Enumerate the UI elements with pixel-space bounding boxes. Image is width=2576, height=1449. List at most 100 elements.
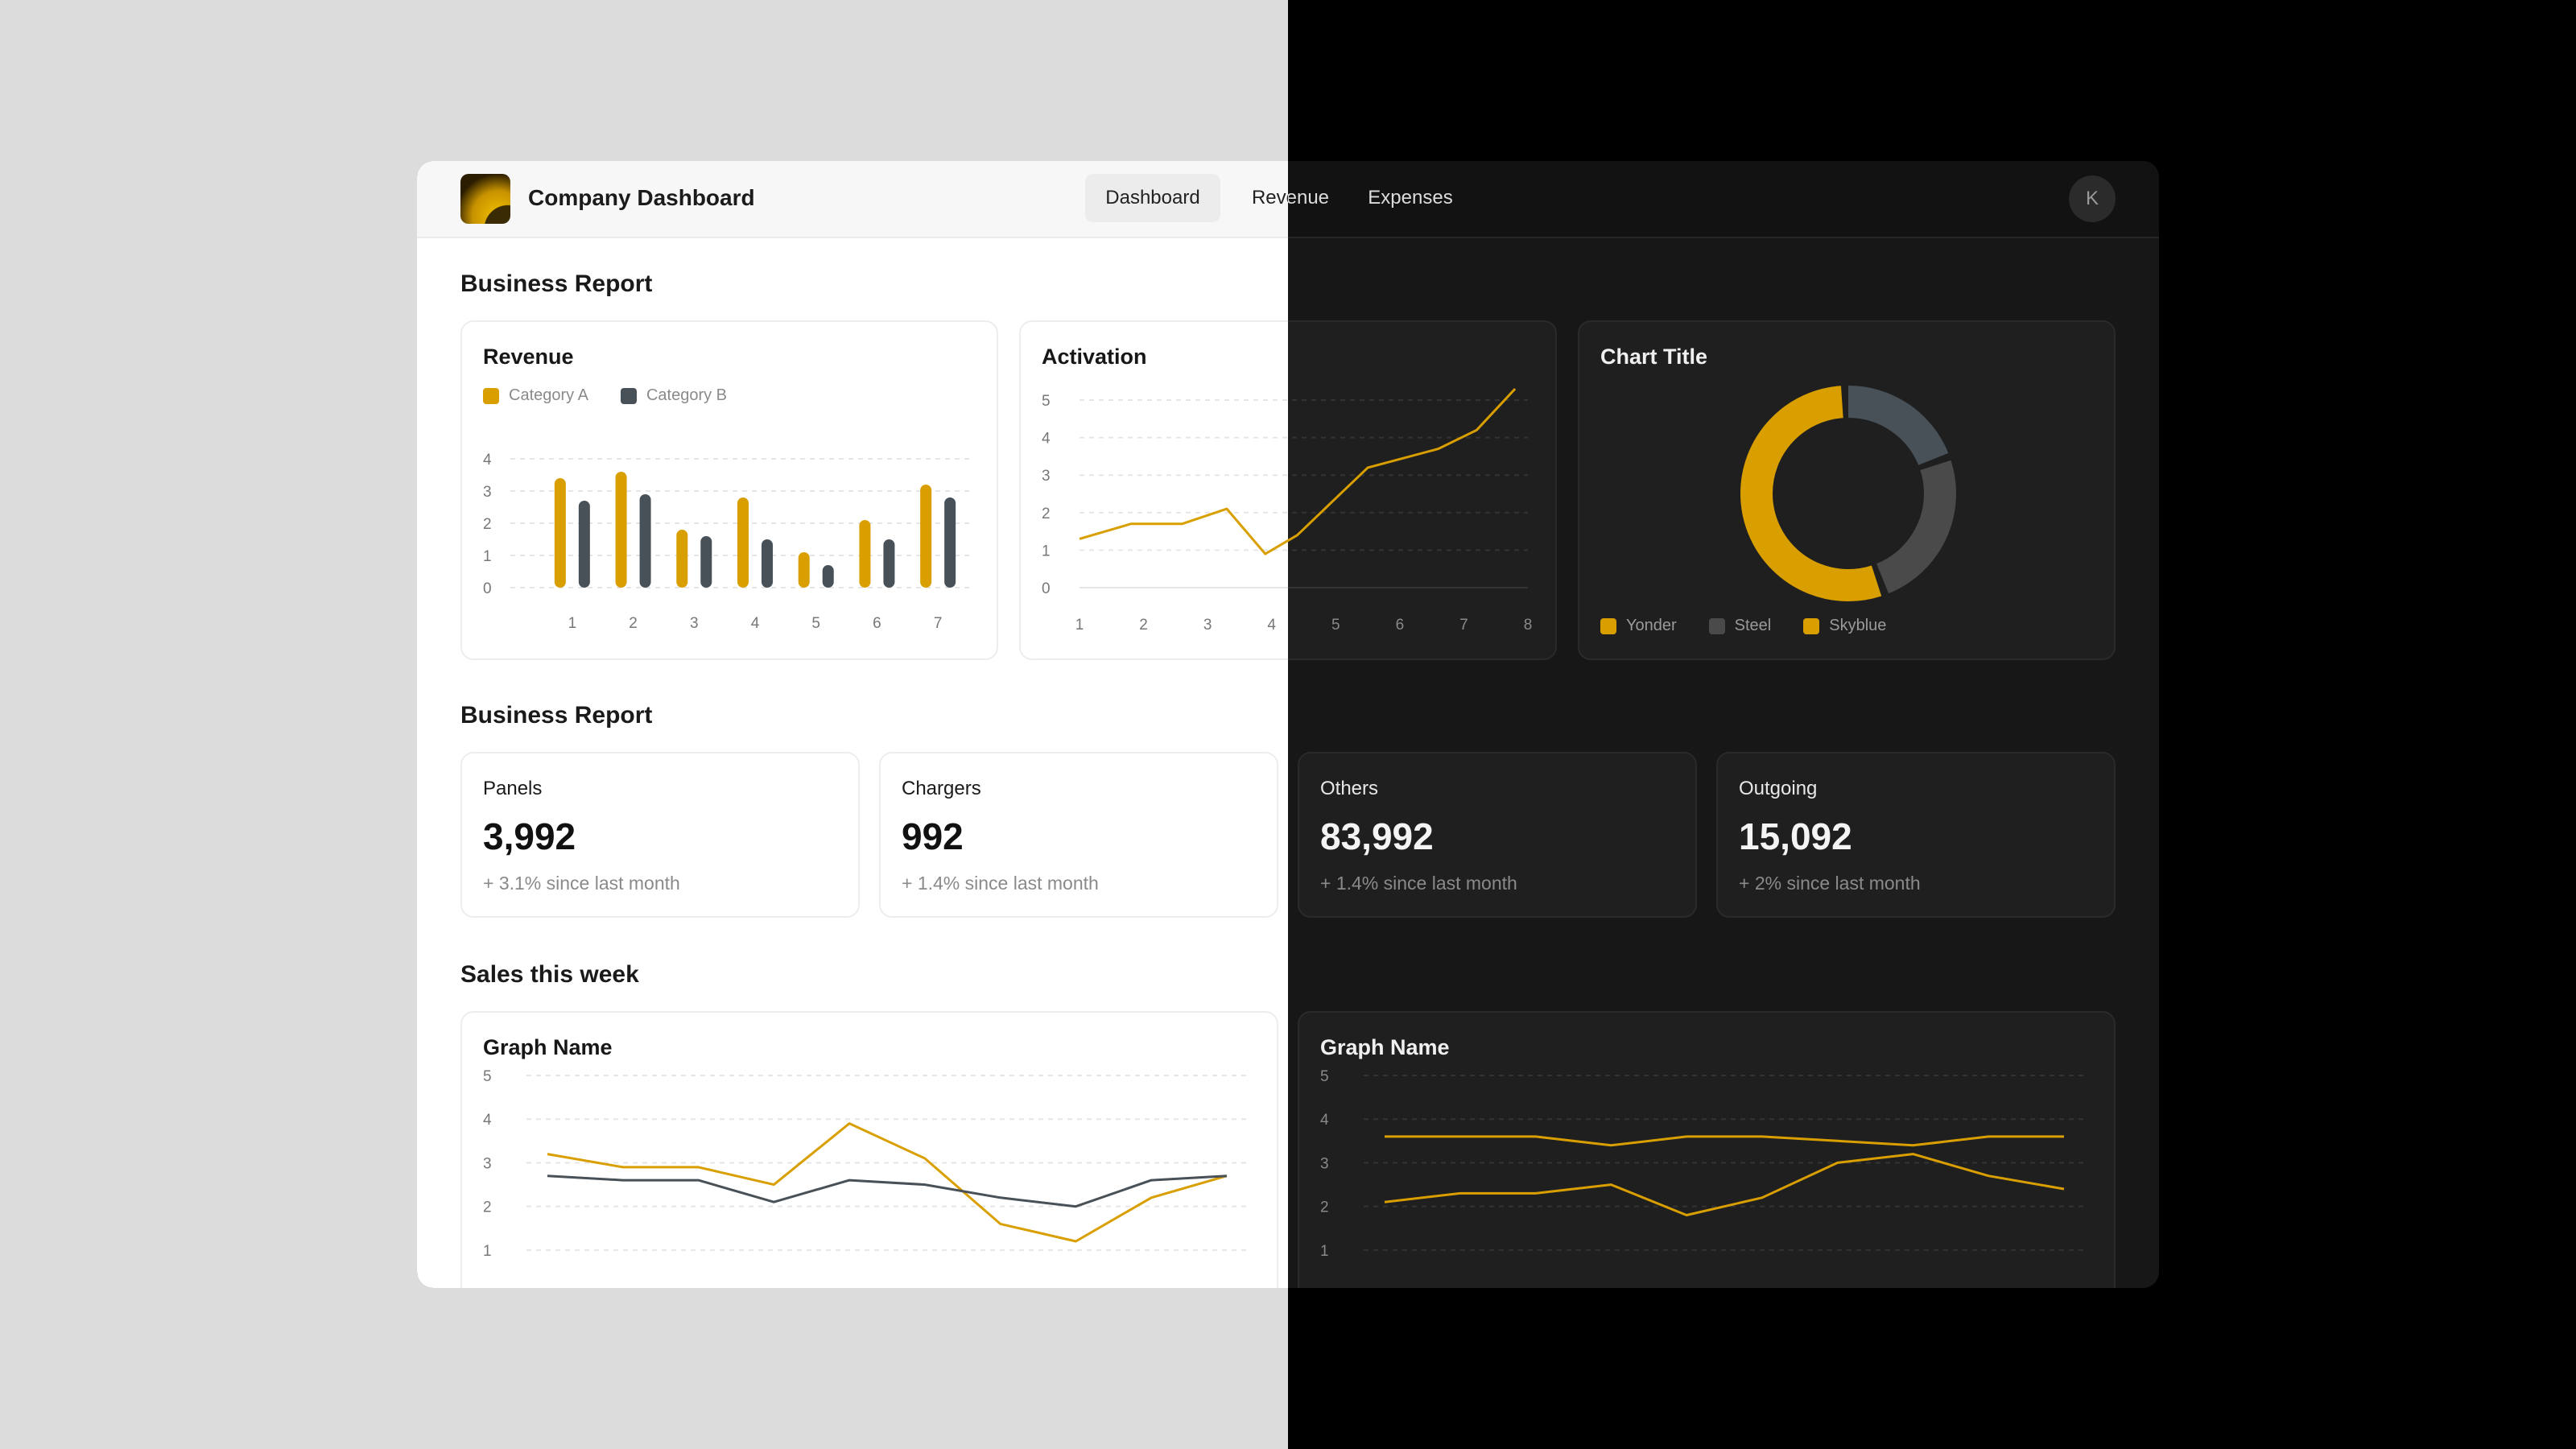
- x-tick-label: 4: [1267, 617, 1276, 634]
- graph-plot: 1 2 3 4 5: [1299, 1013, 2117, 1288]
- stat-value: 15,092: [1739, 815, 1852, 857]
- legend-item: Category A: [483, 386, 588, 405]
- section-title-sales: Sales this week: [460, 961, 639, 988]
- stat-value: 83,992: [1320, 815, 1434, 857]
- card-title: Activation: [1042, 345, 1147, 369]
- revenue-card: Revenue Category A Category B 0 1 2 3 4 1 2 3 4 5…: [460, 320, 998, 660]
- stat-change: + 1.4% since last month: [902, 873, 1099, 894]
- stat-card: Others 83,992 + 1.4% since last month: [1298, 752, 1697, 918]
- donut-slice: [1740, 386, 1956, 601]
- sales-line-chart: 1 2 3 4 5: [1320, 1068, 2085, 1260]
- bar: [883, 539, 894, 588]
- card-title: Chart Title: [1600, 345, 1708, 369]
- stat-card: Chargers 992 + 1.4% since last month: [879, 752, 1278, 918]
- app-logo: [460, 174, 510, 224]
- bar: [737, 497, 749, 588]
- x-tick-label: 6: [1396, 617, 1405, 634]
- section-title-business-report: Business Report: [460, 702, 653, 729]
- legend-item: Steel: [1708, 617, 1772, 635]
- y-tick-label: 1: [483, 548, 492, 565]
- legend-swatch: [1600, 617, 1616, 634]
- x-tick-label: 2: [629, 615, 638, 632]
- legend-label: Skyblue: [1829, 617, 1887, 634]
- tab-dashboard[interactable]: Dashboard: [1085, 174, 1220, 222]
- series-line: [547, 1124, 1227, 1241]
- y-tick-label: 2: [483, 516, 492, 533]
- stat-label: Others: [1320, 778, 1379, 799]
- legend-item: Category B: [621, 386, 727, 405]
- card-title: Graph Name: [1320, 1035, 1450, 1059]
- bar: [700, 536, 712, 588]
- y-tick-label: 4: [1320, 1112, 1329, 1129]
- y-tick-label: 5: [1320, 1068, 1329, 1085]
- bar: [616, 472, 627, 588]
- y-tick-label: 3: [1042, 468, 1051, 485]
- legend: Yonder Steel Skyblue: [1600, 617, 1886, 635]
- sales-line-chart: 1 2 3 4 5: [462, 1013, 1280, 1288]
- app-title: Company Dashboard: [528, 185, 755, 210]
- series-line: [1384, 1153, 2065, 1216]
- donut-slice: [1740, 386, 1956, 601]
- legend: Category A Category B: [483, 386, 727, 405]
- bar: [676, 530, 687, 588]
- tab-expenses[interactable]: Expenses: [1368, 187, 1453, 208]
- stat-label: Outgoing: [1739, 778, 1818, 799]
- y-tick-label: 0: [483, 580, 492, 597]
- x-tick-label: 1: [1075, 617, 1084, 634]
- x-tick-label: 5: [811, 615, 820, 632]
- y-tick-label: 0: [1042, 580, 1051, 597]
- legend-swatch: [621, 388, 637, 404]
- x-tick-label: 7: [1459, 617, 1468, 634]
- stat-label: Chargers: [902, 778, 981, 799]
- y-tick-label: 4: [483, 1112, 492, 1129]
- stat-card: Outgoing 15,092 + 2% since last month: [1716, 752, 2116, 918]
- y-tick-label: 1: [1320, 1243, 1329, 1260]
- legend-item: Yonder: [1600, 617, 1677, 635]
- bar: [944, 497, 956, 588]
- legend-swatch: [1803, 617, 1820, 634]
- revenue-bar-chart: 0 1 2 3 4 1 2 3 4 5 6 7: [462, 322, 1000, 662]
- x-tick-label: 3: [1203, 617, 1212, 634]
- y-tick-label: 2: [483, 1199, 492, 1216]
- bar: [859, 520, 870, 588]
- stat-value: 3,992: [483, 815, 576, 857]
- avatar[interactable]: K: [2069, 175, 2116, 222]
- x-tick-label: 1: [568, 615, 577, 632]
- y-tick-label: 5: [483, 1068, 492, 1085]
- stat-change: + 2% since last month: [1739, 873, 1921, 894]
- x-tick-label: 2: [1139, 617, 1148, 634]
- bar: [799, 552, 810, 588]
- x-tick-label: 7: [934, 615, 943, 632]
- series-line: [1385, 1135, 2064, 1147]
- bar: [555, 478, 566, 588]
- y-tick-label: 3: [483, 1155, 492, 1172]
- card-title: Graph Name: [483, 1035, 613, 1059]
- section-title-business-report: Business Report: [460, 270, 653, 297]
- bar: [762, 539, 773, 588]
- x-tick-label: 3: [690, 615, 699, 632]
- graph-card: Graph Name 1 2 3 4 5: [1298, 1011, 2116, 1288]
- series-line: [547, 1176, 1227, 1207]
- donut-card: Chart Title Yonder Steel Skyblue: [1578, 320, 2116, 660]
- y-tick-label: 2: [1320, 1199, 1329, 1216]
- legend-label: Category A: [509, 386, 588, 404]
- x-tick-label: 4: [751, 615, 760, 632]
- stat-label: Panels: [483, 778, 543, 799]
- legend-swatch: [483, 388, 499, 404]
- bar: [579, 501, 590, 588]
- y-tick-label: 1: [1042, 543, 1051, 559]
- x-tick-label: 8: [1524, 617, 1533, 634]
- y-tick-label: 1: [483, 1243, 492, 1260]
- donut-slice: [1740, 386, 1956, 601]
- stat-value: 992: [902, 815, 964, 857]
- x-tick-label: 6: [873, 615, 881, 632]
- x-tick-label: 5: [1331, 617, 1340, 634]
- legend-label: Steel: [1734, 617, 1772, 634]
- stat-card: Panels 3,992 + 3.1% since last month: [460, 752, 860, 918]
- card-title: Revenue: [483, 345, 574, 369]
- y-tick-label: 3: [1320, 1155, 1329, 1172]
- y-tick-label: 5: [1042, 393, 1051, 410]
- legend-item: Skyblue: [1803, 617, 1886, 635]
- legend-swatch: [1708, 617, 1725, 634]
- donut-chart: [1740, 386, 1956, 601]
